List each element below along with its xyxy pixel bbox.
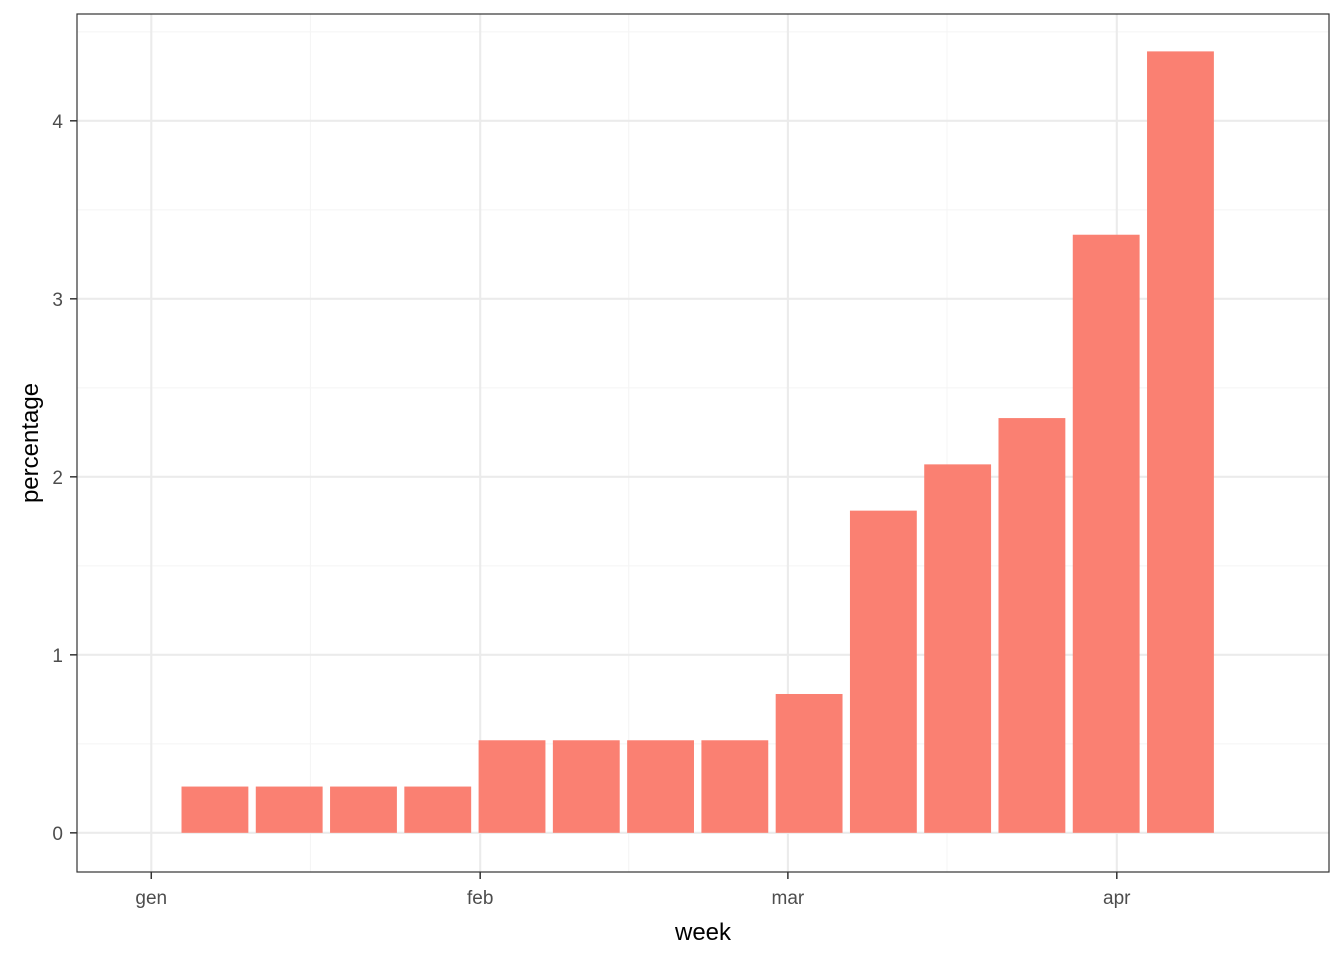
bar bbox=[924, 464, 992, 833]
x-axis: gen feb mar apr bbox=[135, 872, 1131, 909]
bar bbox=[849, 510, 917, 833]
x-tick-label: mar bbox=[772, 888, 805, 909]
bar bbox=[552, 740, 620, 833]
y-tick-label: 1 bbox=[52, 646, 63, 667]
bar bbox=[330, 786, 397, 833]
bar bbox=[998, 418, 1066, 833]
y-axis-title: percentage bbox=[17, 383, 44, 503]
bar bbox=[255, 786, 323, 833]
y-axis: 0 1 2 3 4 bbox=[52, 112, 77, 845]
x-tick-label: feb bbox=[467, 888, 493, 909]
x-tick-label: apr bbox=[1103, 888, 1131, 909]
x-axis-title: week bbox=[674, 919, 732, 946]
y-tick-label: 3 bbox=[52, 290, 63, 311]
y-tick-label: 0 bbox=[52, 824, 63, 845]
panel-border bbox=[76, 13, 1330, 873]
bar bbox=[181, 786, 249, 833]
bar bbox=[478, 740, 546, 833]
bar bbox=[775, 693, 843, 833]
bar bbox=[404, 786, 472, 833]
y-tick-label: 2 bbox=[52, 468, 63, 489]
bars bbox=[181, 51, 1214, 833]
y-tick-label: 4 bbox=[52, 112, 63, 133]
minor-gridlines bbox=[77, 14, 1329, 872]
bar bbox=[701, 740, 769, 833]
bar bbox=[1072, 234, 1140, 833]
bar bbox=[627, 740, 694, 833]
x-tick-label: gen bbox=[135, 888, 167, 909]
bar bbox=[1147, 51, 1214, 833]
